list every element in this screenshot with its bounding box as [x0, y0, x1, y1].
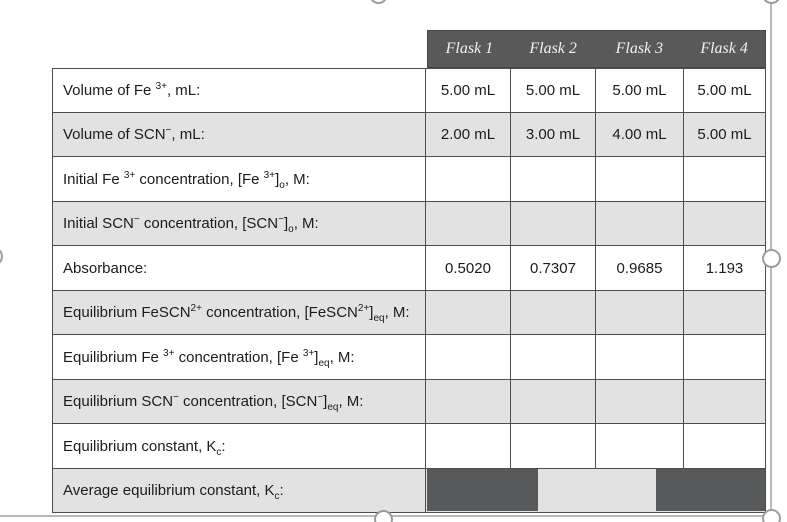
selection-handle-left-middle[interactable] — [0, 246, 3, 266]
data-cell[interactable] — [595, 201, 684, 246]
data-cell[interactable] — [595, 156, 684, 202]
row-label-text: Absorbance: — [63, 259, 148, 277]
data-cell[interactable]: 5.00 mL — [683, 68, 766, 113]
data-cell[interactable] — [425, 334, 511, 380]
data-cell[interactable]: 5.00 mL — [595, 68, 684, 113]
data-cell[interactable] — [510, 423, 596, 469]
data-cell[interactable] — [510, 334, 596, 380]
data-cell[interactable] — [510, 156, 596, 202]
data-cell[interactable]: 0.7307 — [510, 245, 596, 291]
data-cell[interactable] — [595, 290, 684, 335]
row-label-text: Equilibrium constant, Kc: — [63, 437, 226, 458]
data-cell[interactable] — [425, 290, 511, 335]
data-cell[interactable] — [510, 379, 596, 424]
row-label[interactable]: Absorbance: — [52, 245, 426, 291]
data-cell[interactable] — [510, 290, 596, 335]
row-label[interactable]: Average equilibrium constant, Kc: — [52, 468, 426, 513]
header-cell-flask-3[interactable]: Flask 3 — [615, 40, 664, 57]
data-cell[interactable] — [683, 201, 766, 246]
row-label[interactable]: Equilibrium constant, Kc: — [52, 423, 426, 469]
data-cell[interactable]: 4.00 mL — [595, 112, 684, 157]
row-label[interactable]: Initial Fe 3+ concentration, [Fe 3+]o, M… — [52, 156, 426, 202]
data-cell[interactable] — [683, 423, 766, 469]
data-cell[interactable]: 2.00 mL — [425, 112, 511, 157]
selection-handle-right-middle[interactable] — [761, 248, 781, 268]
data-cell[interactable] — [683, 156, 766, 202]
data-cell[interactable] — [425, 423, 511, 469]
row-label-text: Equilibrium SCN− concentration, [SCN−]eq… — [63, 392, 364, 413]
data-cell[interactable] — [683, 290, 766, 335]
row-label-text: Equilibrium FeSCN2+ concentration, [FeSC… — [63, 303, 410, 324]
data-cell[interactable] — [595, 334, 684, 380]
row-label-text: Initial SCN− concentration, [SCN−]o, M: — [63, 214, 319, 235]
row-label[interactable]: Equilibrium Fe 3+ concentration, [Fe 3+]… — [52, 334, 426, 380]
row-label[interactable]: Equilibrium SCN− concentration, [SCN−]eq… — [52, 379, 426, 424]
data-cell[interactable]: 5.00 mL — [683, 112, 766, 157]
row-label-text: Initial Fe 3+ concentration, [Fe 3+]o, M… — [63, 169, 310, 191]
row-label-text: Equilibrium Fe 3+ concentration, [Fe 3+]… — [63, 347, 355, 369]
data-cell[interactable] — [683, 334, 766, 380]
data-cell[interactable] — [683, 379, 766, 424]
data-cell[interactable]: 5.00 mL — [510, 68, 596, 113]
selection-handle-top-center[interactable] — [368, 0, 388, 4]
row-label[interactable]: Equilibrium FeSCN2+ concentration, [FeSC… — [52, 290, 426, 335]
row-label[interactable]: Volume of Fe 3+, mL: — [52, 68, 426, 113]
data-cell[interactable] — [595, 379, 684, 424]
data-cell[interactable] — [595, 423, 684, 469]
average-dark-cell-left[interactable] — [427, 469, 538, 511]
row-label[interactable]: Initial SCN− concentration, [SCN−]o, M: — [52, 201, 426, 246]
data-cell[interactable]: 1.193 — [683, 245, 766, 291]
data-cell[interactable]: 0.9685 — [595, 245, 684, 291]
row-label-text: Volume of Fe 3+, mL: — [63, 81, 201, 100]
average-dark-cell-right[interactable] — [656, 469, 765, 511]
data-cell[interactable] — [425, 379, 511, 424]
data-cell[interactable] — [510, 201, 596, 246]
header-cell-flask-4[interactable]: Flask 4 — [700, 40, 748, 57]
selection-handle-bottom-center[interactable] — [373, 509, 393, 522]
selection-handle-top-right[interactable] — [761, 0, 781, 4]
row-label-text: Volume of SCN−, mL: — [63, 125, 205, 144]
row-label-text: Average equilibrium constant, Kc: — [63, 482, 284, 502]
data-cell[interactable] — [425, 201, 511, 246]
data-cell[interactable] — [425, 156, 511, 202]
selection-handle-bottom-right[interactable] — [761, 508, 781, 522]
table-header-row: Flask 1 Flask 2 Flask 3 Flask 4 — [427, 30, 766, 68]
header-cell-flask-2[interactable]: Flask 2 — [529, 40, 577, 57]
data-cell[interactable]: 0.5020 — [425, 245, 511, 291]
data-cell[interactable]: 3.00 mL — [510, 112, 596, 157]
header-cell-flask-1[interactable]: Flask 1 — [445, 40, 494, 57]
row-label[interactable]: Volume of SCN−, mL: — [52, 112, 426, 157]
data-cell[interactable]: 5.00 mL — [425, 68, 511, 113]
